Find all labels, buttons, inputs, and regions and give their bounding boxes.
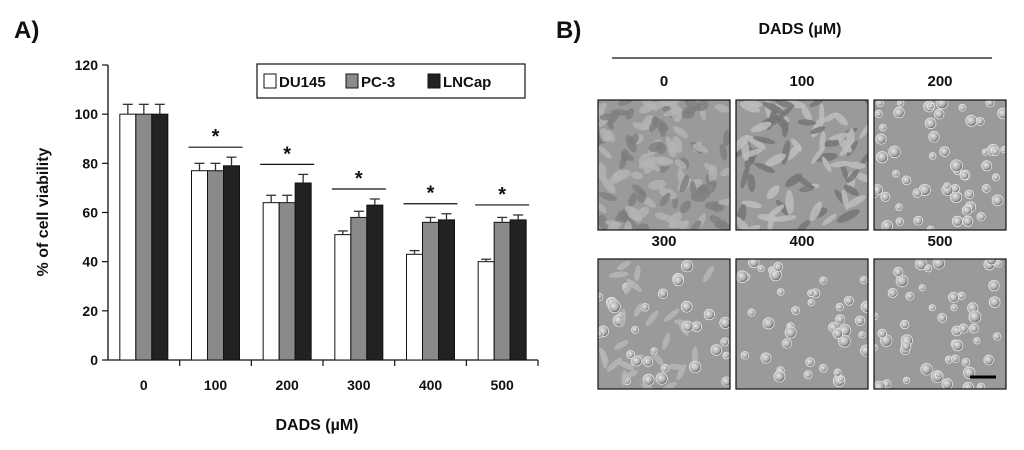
micrograph-label-100: 100	[789, 73, 814, 90]
bar-pc-3-200	[278, 202, 296, 361]
micrograph-frame	[873, 258, 1007, 390]
panel-b-label: B)	[556, 17, 581, 44]
y-axis-label: % of cell viability	[35, 147, 52, 276]
micrograph-cells	[874, 259, 1003, 389]
micrograph-label-500: 500	[927, 233, 952, 250]
micrograph-frame	[597, 258, 731, 390]
micrograph-200	[873, 99, 1007, 231]
legend-box	[256, 63, 526, 99]
micrograph-frame	[873, 99, 1007, 231]
panel-b-micrographs: B) DADS (µM) 0 100 200 300 400 500	[556, 17, 1007, 390]
y-tick-label: 0	[90, 352, 98, 368]
legend-label-du145: DU145	[279, 74, 326, 91]
bar-pc-3-500	[493, 221, 511, 361]
bar-lncap-0	[151, 113, 169, 361]
micrograph-100	[735, 99, 869, 231]
chart-legend: DU145 PC-3 LNCap	[256, 63, 526, 99]
bar-lncap-500	[509, 219, 527, 361]
y-tick-label: 60	[82, 205, 98, 221]
micrograph-500	[873, 258, 1007, 390]
micrograph-frame	[735, 258, 869, 390]
x-tick-label: 300	[347, 377, 371, 393]
bar-lncap-300	[366, 204, 384, 361]
micrograph-400	[735, 258, 869, 390]
micrograph-cells	[598, 259, 730, 389]
x-tick-label: 200	[275, 377, 299, 393]
bar-du145-400	[406, 253, 423, 361]
bar-du145-100	[191, 170, 208, 361]
micrograph-0	[597, 99, 731, 231]
legend-swatch-pc-3	[345, 73, 359, 89]
chart-plot-area: 0 20 40 60 80 100 120 0 100 * 200 * 300 * 400 * 500 *	[75, 57, 539, 393]
micrograph-background	[736, 259, 868, 389]
micrograph-cells	[874, 100, 1006, 230]
legend-swatch-lncap	[427, 73, 441, 89]
micrograph-label-0: 0	[660, 73, 668, 90]
x-tick-label: 100	[204, 377, 228, 393]
x-tick-label: 500	[490, 377, 514, 393]
bar-lncap-200	[294, 182, 312, 361]
x-tick-label: 0	[140, 377, 148, 393]
significance-star: *	[355, 168, 363, 190]
micrograph-cells	[598, 100, 730, 230]
micrograph-background	[874, 259, 1006, 389]
panel-a-bar-chart: A) % of cell viability DADS (µM) 0 20 40 60…	[14, 17, 539, 434]
legend-swatch-du145	[263, 73, 277, 89]
panel-a-label: A)	[14, 17, 39, 44]
y-tick-label: 80	[82, 155, 98, 171]
y-tick-label: 120	[75, 57, 99, 73]
significance-star: *	[427, 183, 435, 205]
bar-du145-0	[119, 113, 137, 361]
y-tick-label: 100	[75, 106, 99, 122]
micrograph-grid: 0 100 200 300 400 500	[597, 73, 1007, 390]
legend-label-pc-3: PC-3	[361, 74, 395, 91]
panel-b-title: DADS (µM)	[759, 21, 842, 38]
micrograph-300	[597, 258, 731, 390]
bar-pc-3-400	[422, 221, 439, 361]
significance-star: *	[283, 143, 291, 165]
y-tick-label: 20	[82, 303, 98, 319]
significance-star: *	[212, 126, 220, 148]
legend-label-lncap: LNCap	[443, 74, 491, 91]
micrograph-frame	[597, 99, 731, 231]
bar-lncap-400	[438, 219, 455, 361]
bar-lncap-100	[223, 165, 240, 361]
significance-star: *	[498, 184, 506, 206]
micrograph-label-200: 200	[927, 73, 952, 90]
micrograph-label-400: 400	[789, 233, 814, 250]
bar-pc-3-0	[135, 113, 153, 361]
micrograph-cells	[736, 259, 868, 387]
y-tick-label: 40	[82, 254, 98, 270]
micrograph-frame	[735, 99, 869, 231]
micrograph-label-300: 300	[651, 233, 676, 250]
x-tick-label: 400	[419, 377, 443, 393]
bar-pc-3-100	[207, 170, 224, 361]
x-axis-label: DADS (µM)	[276, 417, 359, 434]
bar-du145-200	[262, 202, 280, 361]
bar-pc-3-300	[350, 216, 368, 361]
bar-du145-500	[477, 261, 495, 361]
bar-du145-300	[334, 234, 352, 361]
